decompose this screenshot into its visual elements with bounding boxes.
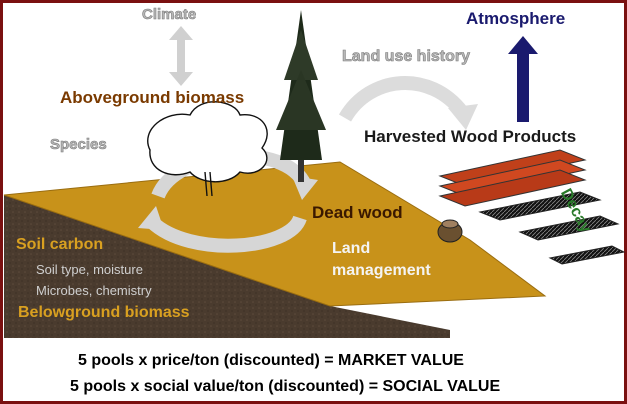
cycle-arrow-bottom <box>147 214 307 253</box>
deciduous-tree-icon <box>147 101 268 197</box>
soil-carbon-label: Soil carbon <box>16 236 104 253</box>
atmosphere-arrow <box>508 36 538 122</box>
land-management-label-line1: Land <box>332 240 371 257</box>
climate-label: Climate <box>142 6 197 24</box>
species-label: Species <box>50 136 107 154</box>
climate-double-arrow <box>169 26 193 86</box>
land-use-history-label: Land use history <box>342 48 471 66</box>
soil-type-label: Soil type, moisture <box>36 262 143 277</box>
land-use-arrow <box>338 76 468 122</box>
atmosphere-label: Atmosphere <box>466 9 566 28</box>
belowground-biomass-label: Belowground biomass <box>18 304 190 321</box>
wood-products-stack <box>438 149 626 265</box>
dead-wood-label: Dead wood <box>312 203 403 222</box>
market-value-line: 5 pools x price/ton (discounted) = MARKE… <box>78 352 464 369</box>
harvested-wood-products-label: Harvested Wood Products <box>364 127 577 146</box>
conifer-tree-icon <box>276 10 326 182</box>
soil-cross-section <box>4 195 450 338</box>
social-value-line: 5 pools x social value/ton (discounted) … <box>70 378 501 395</box>
land-management-label-line2: management <box>332 262 431 279</box>
microbes-label: Microbes, chemistry <box>36 283 152 298</box>
tree-stump-icon <box>437 219 463 243</box>
aboveground-biomass-label: Aboveground biomass <box>60 88 245 107</box>
